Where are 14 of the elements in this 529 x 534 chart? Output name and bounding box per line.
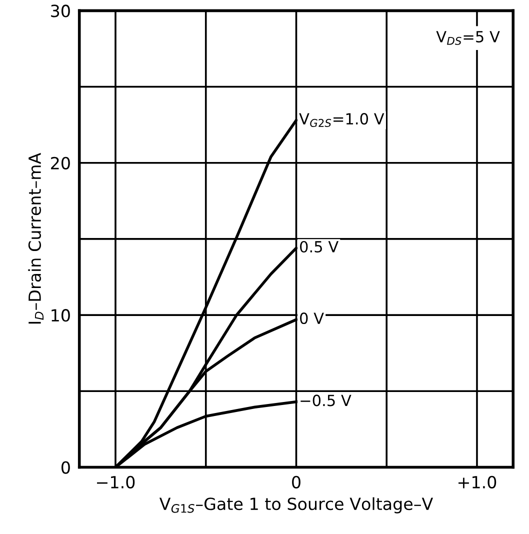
x-axis-title: V$_{G1S}$–Gate 1 to Source Voltage–V: [159, 497, 433, 514]
y-tick-label: 20: [51, 156, 70, 170]
series-label: 0 V: [300, 312, 324, 324]
y-tick-label: 10: [52, 309, 70, 322]
series-label: 0.5 V: [300, 240, 338, 253]
x-tick-label: +1.0: [458, 476, 496, 488]
annotation: V$_{DS}$=5 V: [436, 31, 500, 45]
series-label: V$_{G2S}$=1.0 V: [299, 113, 384, 128]
y-tick-label: 30: [51, 4, 70, 18]
series-label: −0.5 V: [300, 394, 352, 406]
x-tick-label: 0: [292, 476, 300, 488]
y-tick-label: 0: [62, 461, 70, 474]
x-tick-label: −1.0: [97, 476, 135, 488]
y-axis-title: I$_{D}$–Drain Current–mA: [28, 152, 44, 324]
